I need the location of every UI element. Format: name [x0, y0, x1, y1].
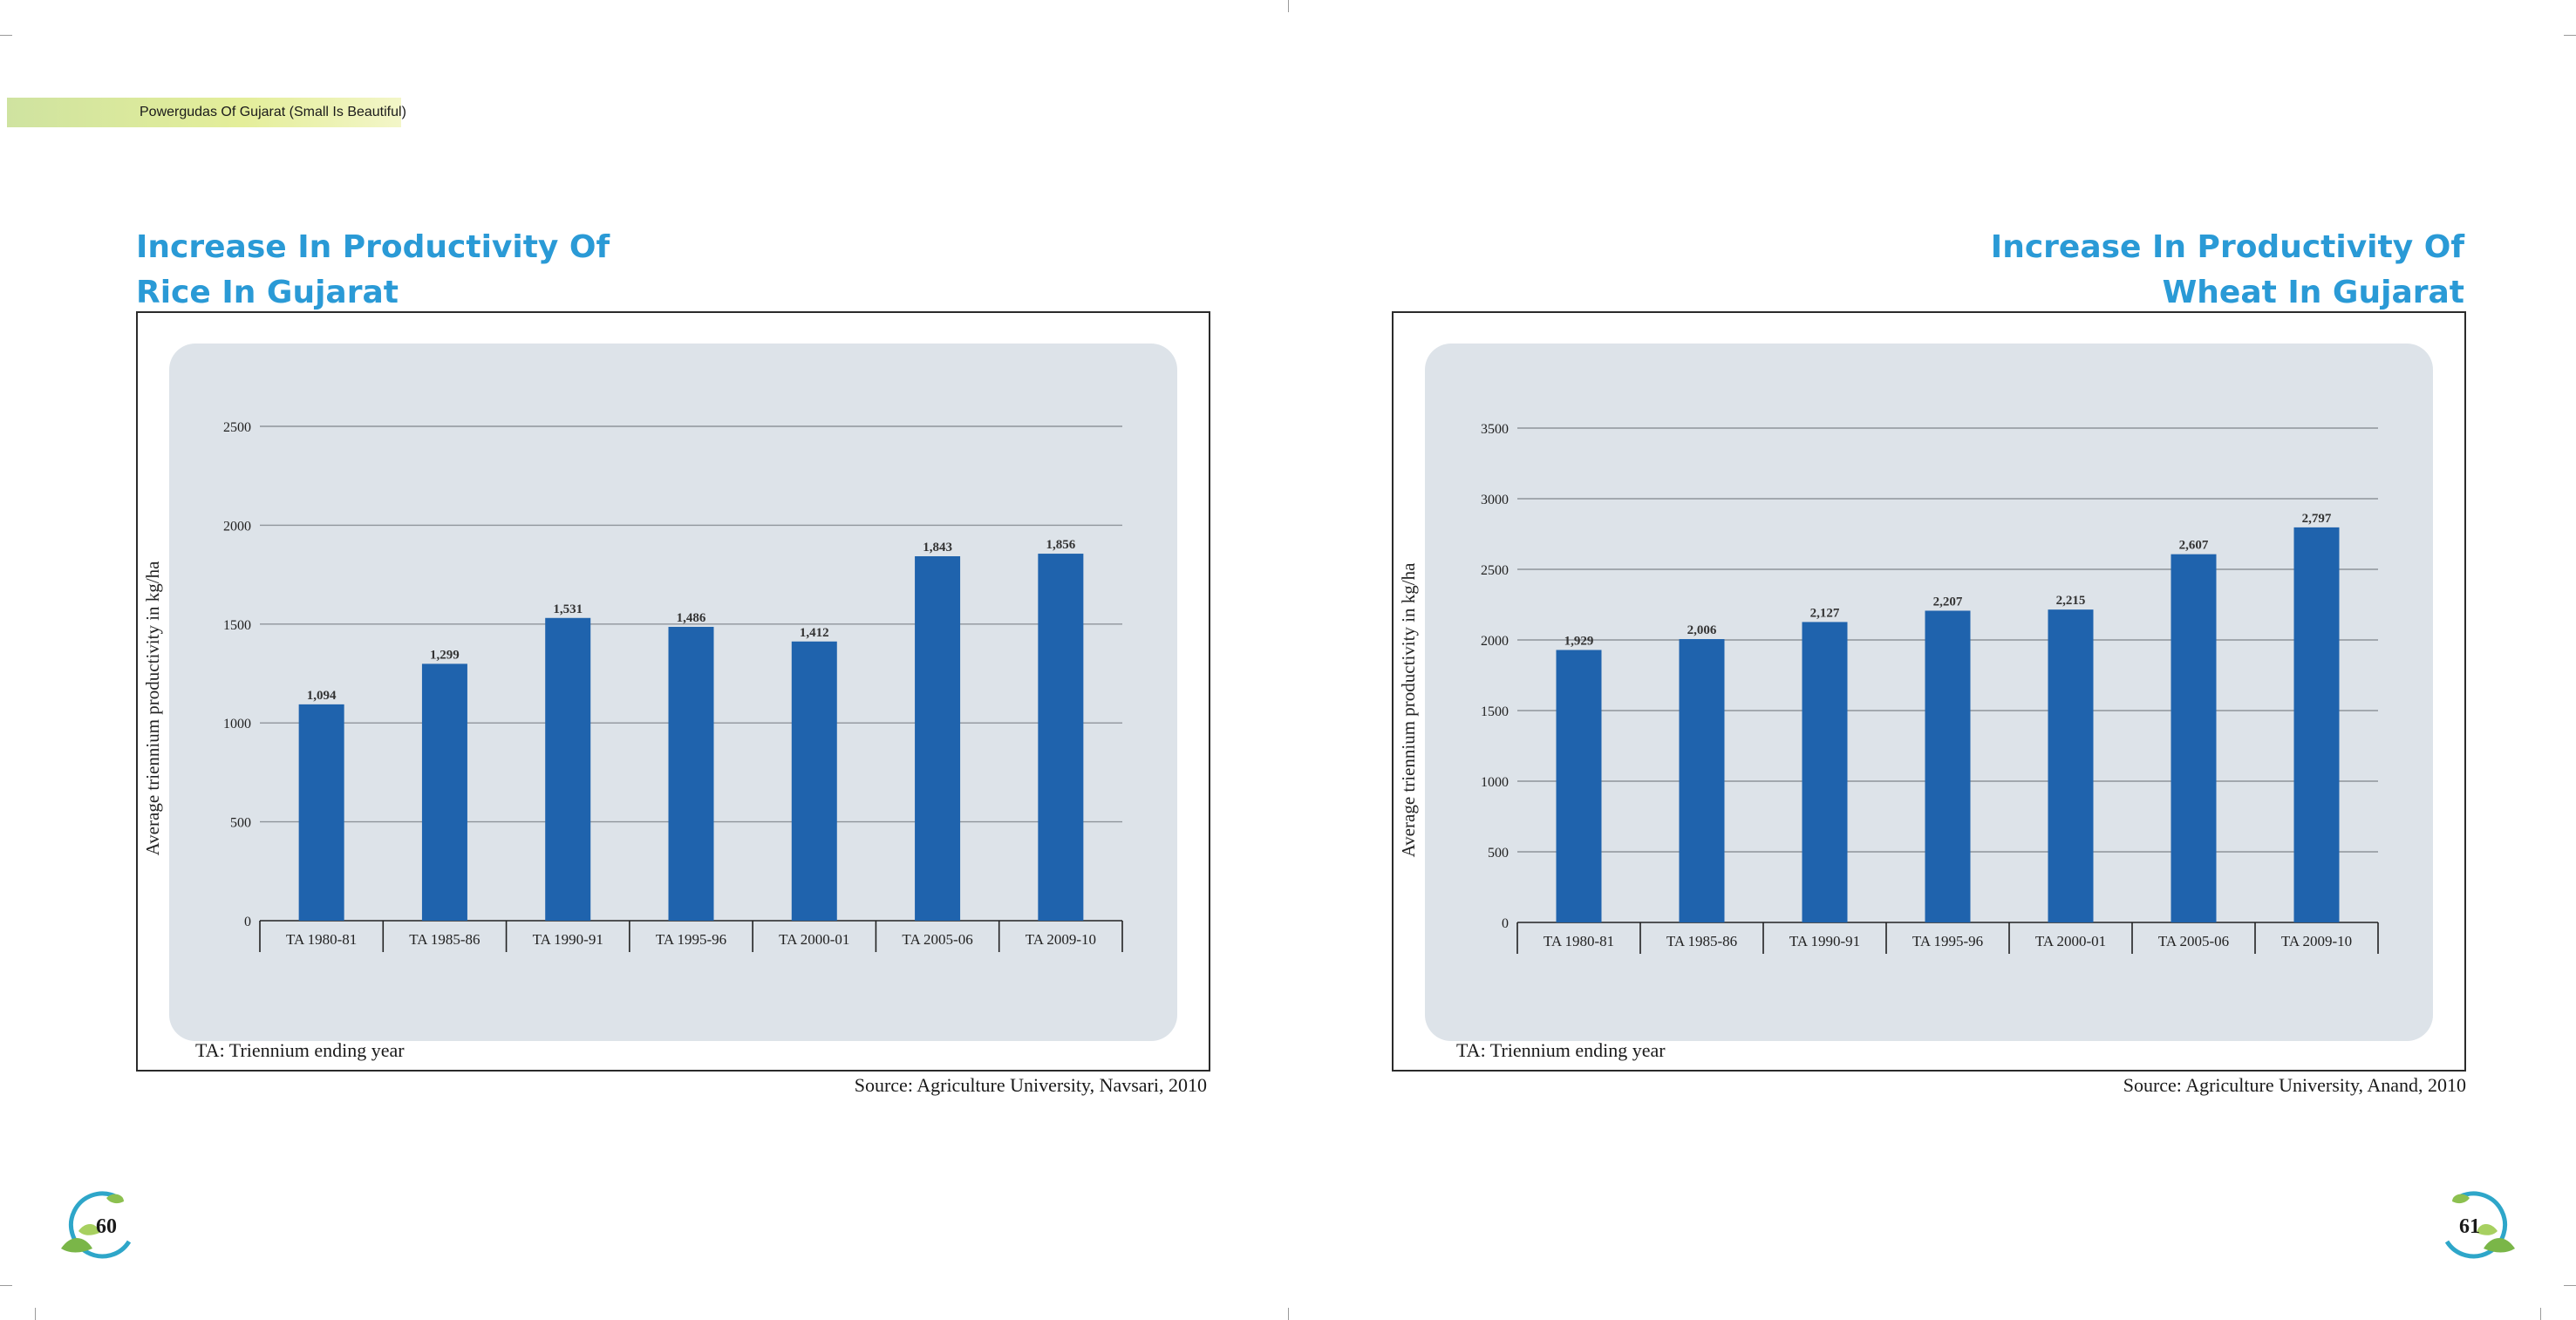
bar — [2293, 527, 2340, 922]
leaf-logo-icon — [2444, 1191, 2515, 1259]
bar — [1556, 650, 1602, 922]
x-tick-label: TA 2009-10 — [2281, 933, 2352, 949]
running-title: Powergudas Of Gujarat (Small Is Beautifu… — [140, 105, 406, 119]
data-label: 2,797 — [2302, 512, 2332, 526]
x-tick-label: TA 1980-81 — [1544, 933, 1614, 949]
chart-source: Source: Agriculture University, Navsari,… — [854, 1074, 1207, 1096]
chart-title-line1: Increase In Productivity Of — [1990, 229, 2464, 265]
bar — [1802, 622, 1848, 922]
bar — [668, 626, 714, 921]
x-tick-label: TA 1985-86 — [1666, 933, 1737, 949]
data-label: 1,094 — [307, 689, 337, 703]
page-number-right: 61 — [2459, 1215, 2480, 1238]
data-label: 1,299 — [430, 648, 460, 662]
crop-mark — [1288, 0, 1289, 12]
y-tick-label: 0 — [1502, 916, 1509, 931]
data-label: 2,127 — [1810, 606, 1840, 620]
chart-note: TA: Triennium ending year — [1456, 1039, 1666, 1061]
crop-mark — [0, 35, 12, 36]
bar — [915, 556, 961, 921]
y-tick-label: 2500 — [1481, 563, 1509, 578]
chart-title-rice: Increase In Productivity Of Rice In Guja… — [136, 225, 659, 316]
crop-mark — [0, 1285, 12, 1286]
x-tick-label: TA 2005-06 — [2158, 933, 2229, 949]
bar — [421, 663, 467, 921]
x-tick-label: TA 2000-01 — [2035, 933, 2106, 949]
bar — [2171, 554, 2217, 922]
bar — [1679, 639, 1725, 922]
data-label: 1,412 — [800, 626, 829, 640]
x-tick-label: TA 1995-96 — [1912, 933, 1983, 949]
page-number-left: 60 — [96, 1215, 117, 1238]
bar — [298, 704, 344, 921]
data-label: 2,207 — [1933, 595, 1963, 609]
y-axis-label: Average triennium productivity in kg/ha — [142, 561, 163, 856]
bar — [545, 617, 591, 921]
x-tick-label: TA 1990-91 — [1789, 933, 1860, 949]
crop-mark — [35, 1308, 36, 1320]
x-tick-label: TA 1980-81 — [286, 931, 357, 948]
data-label: 1,486 — [677, 611, 706, 625]
y-tick-label: 1500 — [223, 618, 251, 633]
data-label: 2,006 — [1687, 623, 1717, 637]
bar — [1925, 610, 1971, 922]
y-tick-label: 2000 — [1481, 634, 1509, 649]
y-tick-label: 2500 — [223, 420, 251, 435]
data-label: 2,215 — [2056, 594, 2086, 608]
crop-mark — [2564, 1285, 2576, 1286]
x-tick-label: TA 1985-86 — [409, 931, 480, 948]
bar — [791, 641, 837, 921]
chart-note: TA: Triennium ending year — [195, 1039, 405, 1061]
crop-mark — [2564, 35, 2576, 36]
data-label: 1,929 — [1564, 635, 1594, 649]
bar — [2048, 609, 2094, 922]
x-tick-label: TA 1990-91 — [533, 931, 603, 948]
y-tick-label: 1000 — [1481, 775, 1509, 790]
x-tick-label: TA 1995-96 — [656, 931, 726, 948]
y-axis-label: Average triennium productivity in kg/ha — [1398, 562, 1419, 858]
data-label: 1,856 — [1046, 538, 1075, 552]
y-tick-label: 3500 — [1481, 422, 1509, 437]
y-tick-label: 1000 — [223, 717, 251, 731]
y-tick-label: 1500 — [1481, 704, 1509, 719]
x-tick-label: TA 2009-10 — [1026, 931, 1096, 948]
x-tick-label: TA 2005-06 — [902, 931, 972, 948]
header-band — [7, 98, 401, 127]
chart-source: Source: Agriculture University, Anand, 2… — [2123, 1074, 2466, 1096]
data-label: 2,607 — [2179, 539, 2209, 553]
chart-title-line2: Rice In Gujarat — [136, 275, 399, 310]
y-tick-label: 3000 — [1481, 493, 1509, 507]
crop-mark — [1288, 1308, 1289, 1320]
chart-title-wheat: Increase In Productivity Of Wheat In Guj… — [1941, 225, 2464, 316]
y-tick-label: 0 — [244, 915, 251, 929]
y-tick-label: 500 — [230, 816, 251, 831]
leaf-logo-icon — [61, 1191, 132, 1259]
data-label: 1,531 — [553, 602, 583, 616]
bar — [1038, 554, 1084, 921]
crop-mark — [2540, 1308, 2541, 1320]
data-label: 1,843 — [923, 541, 952, 555]
chart-title-line1: Increase In Productivity Of — [136, 229, 610, 265]
y-tick-label: 500 — [1488, 846, 1509, 861]
chart-title-line2: Wheat In Gujarat — [2162, 275, 2464, 310]
x-tick-label: TA 2000-01 — [779, 931, 849, 948]
y-tick-label: 2000 — [223, 519, 251, 534]
